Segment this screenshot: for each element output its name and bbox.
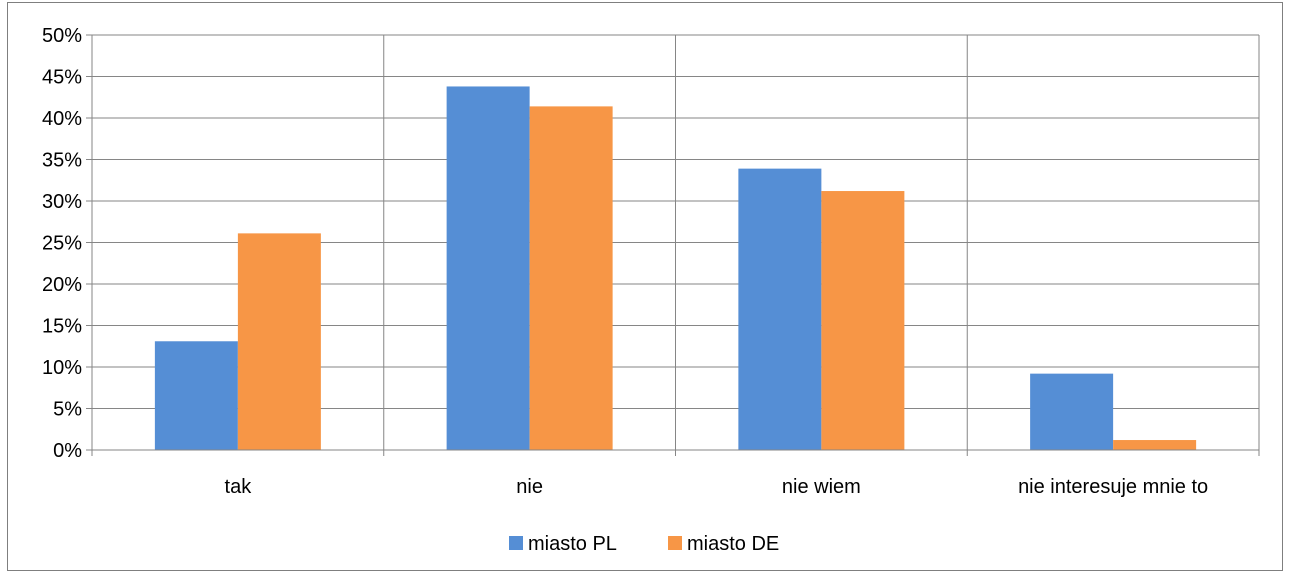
x-category-label: tak: [225, 476, 253, 498]
bar: [237, 233, 321, 450]
legend: miasto PL miasto DE: [509, 533, 779, 555]
chart-area: [7, 2, 1283, 571]
y-tick-label: 5%: [53, 399, 82, 421]
bar: [529, 106, 613, 450]
y-tick-label: 50%: [42, 25, 82, 47]
x-category-label: nie: [516, 476, 543, 498]
legend-label: miasto PL: [528, 533, 617, 555]
legend-swatch: [509, 536, 523, 550]
y-tick-label: 35%: [42, 150, 82, 172]
bar: [1113, 440, 1197, 450]
y-tick-label: 20%: [42, 274, 82, 296]
y-tick-label: 30%: [42, 191, 82, 213]
y-tick-label: 0%: [53, 440, 82, 462]
x-category-label: nie interesuje mnie to: [1018, 476, 1208, 498]
labels: 0% 5% 10% 15% 20% 25% 30% 35% 40% 45% 50% tak nie nie…: [42, 25, 1208, 498]
bar: [821, 191, 905, 451]
legend-label: miasto DE: [687, 533, 779, 555]
bar: [154, 341, 238, 450]
bar: [1030, 373, 1114, 450]
x-category-label: nie wiem: [782, 476, 861, 498]
axes: [86, 34, 1260, 456]
bars: [154, 86, 1197, 451]
y-tick-label: 25%: [42, 233, 82, 255]
y-tick-label: 15%: [42, 316, 82, 338]
y-tick-label: 10%: [42, 357, 82, 379]
legend-swatch: [668, 536, 682, 550]
y-tick-label: 40%: [42, 108, 82, 130]
bar: [446, 86, 530, 451]
y-tick-label: 45%: [42, 67, 82, 89]
bar: [738, 168, 822, 450]
